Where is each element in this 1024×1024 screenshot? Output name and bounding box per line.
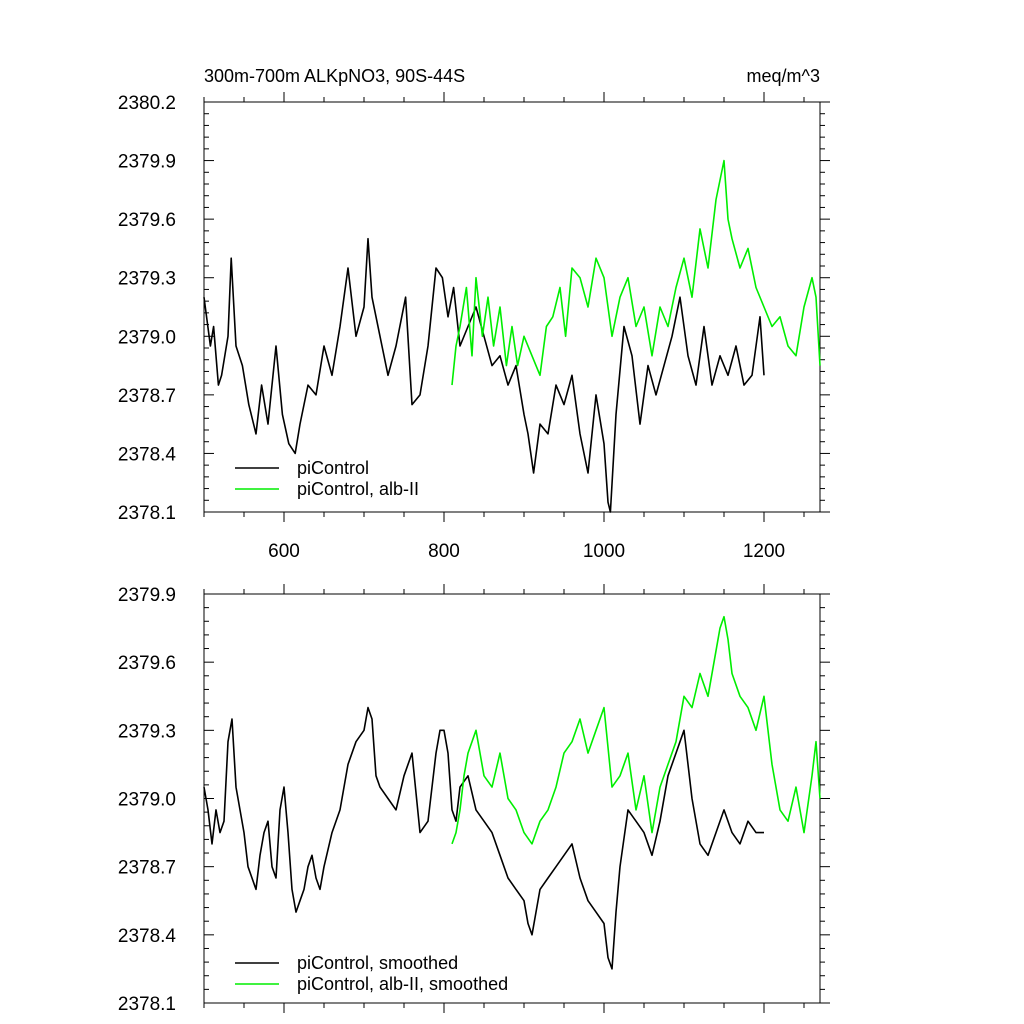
y-tick-label: 2378.4 — [118, 444, 177, 465]
y-tick-label: 2379.0 — [118, 327, 176, 348]
series-line — [203, 706, 764, 970]
x-tick-label: 800 — [428, 541, 460, 562]
legend-label: piControl, alb-II, smoothed — [297, 974, 508, 994]
y-tick-label: 2379.3 — [118, 721, 176, 742]
plot-frame — [203, 101, 821, 513]
y-tick-label: 2378.7 — [118, 386, 176, 407]
y-tick-label: 2380.2 — [118, 93, 176, 114]
x-tick-label: 1000 — [583, 541, 625, 562]
y-tick-label: 2379.3 — [118, 269, 176, 290]
y-tick-label: 2378.4 — [118, 926, 177, 947]
y-tick-label: 2378.1 — [118, 994, 176, 1015]
y-tick-label: 2379.6 — [118, 210, 176, 231]
y-tick-label: 2378.1 — [118, 503, 176, 524]
y-tick-label: 2379.9 — [118, 585, 176, 606]
y-tick-label: 2379.0 — [118, 790, 176, 811]
figure-title: 300m-700m ALKpNO3, 90S-44S — [204, 66, 465, 86]
series-line — [451, 159, 821, 386]
legend-label: piControl, alb-II — [297, 479, 419, 499]
x-tick-label: 1200 — [743, 541, 785, 562]
x-tick-label: 600 — [268, 541, 300, 562]
y-tick-label: 2378.7 — [118, 858, 176, 879]
y-tick-label: 2379.6 — [118, 653, 176, 674]
units-label: meq/m^3 — [747, 66, 820, 86]
series-line — [451, 615, 821, 845]
legend-label: piControl — [297, 458, 369, 478]
plot-frame — [203, 593, 821, 1004]
series-line — [203, 237, 765, 513]
bottom-panel: 2378.1 2378.4 2378.7 2379.0 2379.3 2379.6 2379… — [118, 584, 830, 1015]
legend-label: piControl, smoothed — [297, 953, 458, 973]
y-tick-label: 2379.9 — [118, 152, 176, 173]
top-panel: 600 800 1000 1200 2378.1 2378.4 2378.7 2379.0 23… — [118, 92, 830, 562]
